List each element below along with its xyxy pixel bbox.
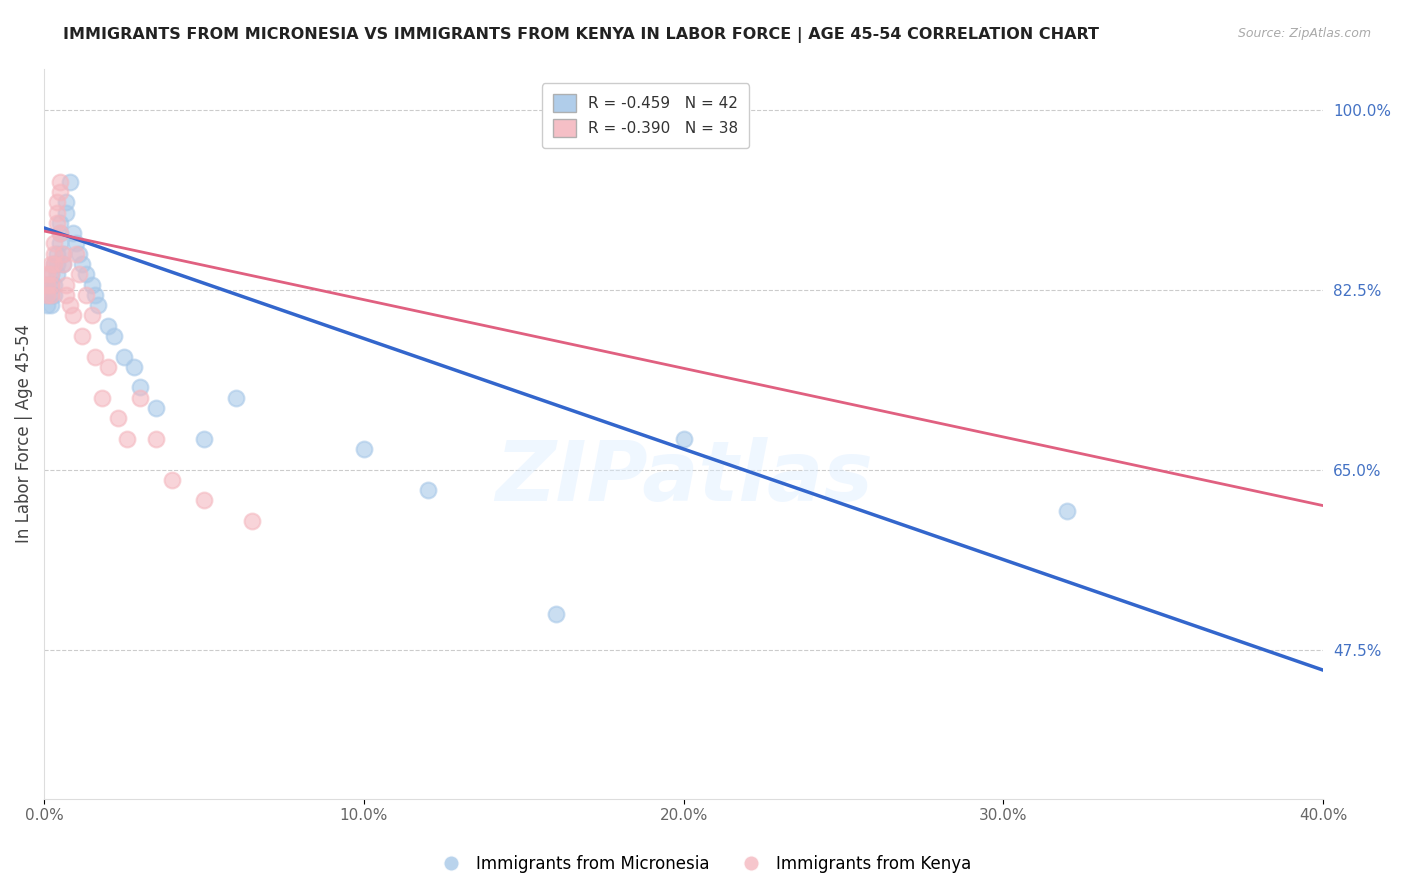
Point bbox=[52, 257, 75, 271]
Point bbox=[37, 287, 59, 301]
Point bbox=[117, 432, 139, 446]
Point bbox=[75, 287, 97, 301]
Point bbox=[90, 391, 112, 405]
Point bbox=[42, 277, 65, 292]
Point bbox=[37, 287, 59, 301]
Point bbox=[160, 473, 183, 487]
Point bbox=[416, 483, 439, 498]
Point bbox=[193, 493, 215, 508]
Point bbox=[72, 329, 94, 343]
Text: IMMIGRANTS FROM MICRONESIA VS IMMIGRANTS FROM KENYA IN LABOR FORCE | AGE 45-54 C: IMMIGRANTS FROM MICRONESIA VS IMMIGRANTS… bbox=[63, 27, 1099, 43]
Point bbox=[52, 246, 75, 260]
Point bbox=[103, 329, 125, 343]
Point bbox=[62, 226, 84, 240]
Point bbox=[112, 350, 135, 364]
Point bbox=[45, 246, 67, 260]
Point bbox=[353, 442, 375, 456]
Point bbox=[45, 205, 67, 219]
Point bbox=[1056, 504, 1078, 518]
Point bbox=[84, 287, 107, 301]
Point bbox=[42, 257, 65, 271]
Point bbox=[39, 287, 62, 301]
Point bbox=[39, 277, 62, 292]
Point bbox=[37, 298, 59, 312]
Text: ZIPatlas: ZIPatlas bbox=[495, 437, 873, 518]
Point bbox=[67, 246, 90, 260]
Point bbox=[544, 607, 567, 621]
Point bbox=[45, 267, 67, 281]
Point bbox=[39, 267, 62, 281]
Point bbox=[49, 226, 72, 240]
Y-axis label: In Labor Force | Age 45-54: In Labor Force | Age 45-54 bbox=[15, 324, 32, 543]
Point bbox=[75, 267, 97, 281]
Point bbox=[45, 195, 67, 210]
Point bbox=[39, 267, 62, 281]
Point bbox=[37, 267, 59, 281]
Point bbox=[62, 309, 84, 323]
Point bbox=[49, 226, 72, 240]
Point bbox=[225, 391, 247, 405]
Point bbox=[97, 318, 120, 333]
Point bbox=[59, 175, 82, 189]
Point bbox=[107, 411, 129, 425]
Text: Source: ZipAtlas.com: Source: ZipAtlas.com bbox=[1237, 27, 1371, 40]
Point bbox=[129, 380, 152, 394]
Point bbox=[55, 195, 77, 210]
Point bbox=[37, 277, 59, 292]
Point bbox=[42, 257, 65, 271]
Point bbox=[59, 298, 82, 312]
Point bbox=[129, 391, 152, 405]
Point bbox=[55, 277, 77, 292]
Point bbox=[65, 246, 87, 260]
Point bbox=[49, 175, 72, 189]
Point bbox=[42, 287, 65, 301]
Point bbox=[122, 359, 145, 374]
Point bbox=[42, 246, 65, 260]
Point bbox=[193, 432, 215, 446]
Legend: R = -0.459   N = 42, R = -0.390   N = 38: R = -0.459 N = 42, R = -0.390 N = 38 bbox=[541, 84, 748, 148]
Point bbox=[37, 277, 59, 292]
Point bbox=[49, 185, 72, 199]
Point bbox=[80, 309, 103, 323]
Point bbox=[45, 257, 67, 271]
Point bbox=[39, 257, 62, 271]
Point bbox=[45, 216, 67, 230]
Point bbox=[87, 298, 110, 312]
Point bbox=[49, 216, 72, 230]
Point bbox=[42, 236, 65, 251]
Point bbox=[80, 277, 103, 292]
Point bbox=[55, 205, 77, 219]
Point bbox=[65, 236, 87, 251]
Point bbox=[39, 277, 62, 292]
Legend: Immigrants from Micronesia, Immigrants from Kenya: Immigrants from Micronesia, Immigrants f… bbox=[427, 848, 979, 880]
Point bbox=[39, 298, 62, 312]
Point bbox=[39, 287, 62, 301]
Point bbox=[52, 257, 75, 271]
Point bbox=[145, 401, 167, 415]
Point bbox=[240, 514, 263, 528]
Point bbox=[67, 267, 90, 281]
Point bbox=[55, 287, 77, 301]
Point bbox=[52, 246, 75, 260]
Point bbox=[72, 257, 94, 271]
Point bbox=[672, 432, 695, 446]
Point bbox=[145, 432, 167, 446]
Point bbox=[84, 350, 107, 364]
Point bbox=[49, 236, 72, 251]
Point bbox=[97, 359, 120, 374]
